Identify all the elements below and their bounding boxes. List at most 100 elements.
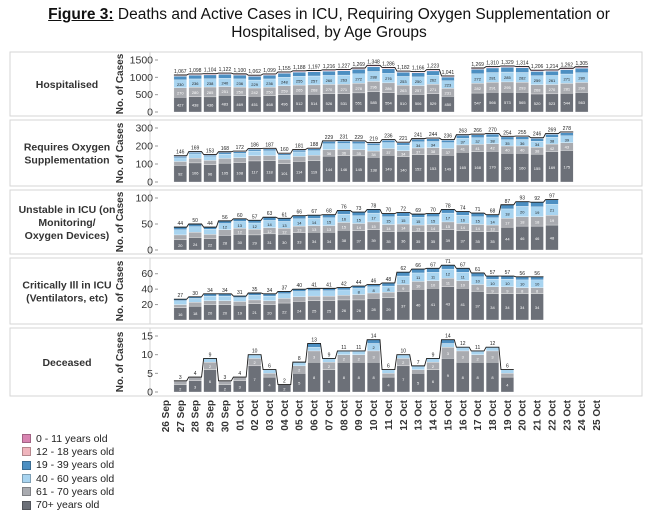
bar-segment (262, 300, 277, 305)
bar-segment (203, 300, 217, 305)
bar-segment (352, 143, 366, 150)
total-label: 68 (490, 209, 496, 215)
bar-segment (173, 380, 187, 385)
legend-item: 70+ years old (22, 498, 114, 511)
bar-segment (173, 157, 187, 162)
segment-label: 31 (267, 240, 272, 245)
total-label: 60 (237, 213, 243, 219)
y-tick-label: 1500 (130, 55, 154, 67)
bar-segment (262, 150, 277, 156)
segment-label: 35 (505, 141, 510, 146)
segment-label: 40 (520, 148, 525, 153)
bar-segment (471, 134, 485, 138)
y-tick-label: 1000 (130, 72, 154, 84)
total-label: 1,329 (501, 60, 514, 66)
total-label: 46 (371, 279, 377, 285)
bar-segment (248, 354, 262, 359)
segment-label: 250 (236, 89, 243, 94)
segment-label: 119 (311, 169, 318, 174)
bar-segment (337, 350, 351, 355)
panel-label-line: Supplementation (24, 155, 109, 167)
panel-label: Hospitalised (36, 79, 98, 91)
chart-panel: Requires Oxygen Supplementation No. of Cas… (9, 119, 643, 189)
segment-label: 34 (327, 239, 332, 244)
segment-label: 566 (489, 100, 496, 105)
total-label: 146 (176, 150, 185, 156)
bar-segment (411, 268, 425, 274)
bar-segment (426, 138, 440, 142)
segment-label: 12 (282, 229, 287, 234)
segment-label: 18 (535, 219, 540, 224)
segment-label: 7 (402, 377, 405, 382)
bar-segment (188, 302, 202, 307)
segment-label: 14 (386, 226, 391, 231)
segment-label: 296 (370, 85, 377, 90)
bar-segment (485, 214, 500, 218)
total-label: 12 (490, 341, 496, 347)
segment-label: 257 (311, 78, 318, 83)
segment-label: 14 (267, 222, 272, 227)
segment-label: 278 (355, 86, 362, 91)
x-tick-label: 27 Sep (176, 400, 187, 432)
segment-label: 38 (535, 149, 540, 154)
total-label: 254 (503, 130, 512, 136)
bar-segment (337, 295, 351, 301)
bar-segment (307, 347, 321, 352)
segment-label: 271 (563, 77, 570, 82)
bar-segment (367, 209, 381, 214)
total-label: 1,188 (293, 65, 306, 71)
segment-label: 138 (370, 168, 377, 173)
bar-segment (530, 202, 544, 207)
total-label: 87 (505, 199, 511, 205)
x-tick-label: 16 Oct (458, 399, 469, 430)
segment-label: 14 (312, 220, 317, 225)
bar-segment (188, 226, 202, 233)
segment-label: 18 (193, 311, 198, 316)
total-label: 1,206 (531, 64, 544, 70)
total-label: 6 (506, 364, 509, 370)
segment-label: 2 (402, 360, 405, 365)
total-label: 1,216 (323, 64, 336, 70)
total-label: 69 (415, 208, 421, 214)
segment-label: 260 (326, 78, 333, 83)
segment-label: 231 (445, 90, 452, 95)
bar-segment (322, 214, 336, 218)
x-tick-label: 29 Sep (206, 400, 217, 432)
segment-label: 16 (461, 217, 466, 222)
bar-segment (248, 155, 262, 162)
bar-segment (173, 304, 187, 308)
total-label: 57 (505, 270, 511, 276)
segment-label: 2 (224, 386, 227, 391)
total-label: 66 (296, 210, 302, 216)
legend-label: 70+ years old (36, 499, 100, 512)
legend-label: 12 - 18 years old (36, 445, 115, 458)
segment-label: 34 (535, 142, 540, 147)
segment-label: 259 (534, 78, 541, 83)
bar-segment (262, 373, 277, 378)
bar-segment (352, 69, 366, 74)
bar-segment (337, 210, 351, 215)
bar-segment (218, 74, 232, 79)
segment-label: 3 (372, 355, 375, 360)
segment-label: 22 (208, 242, 213, 247)
segment-label: 230 (177, 82, 184, 87)
total-label: 11 (475, 345, 480, 351)
segment-label: 14 (461, 225, 466, 230)
segment-label: 5 (417, 381, 420, 386)
segment-label: 288 (370, 74, 377, 79)
total-label: 48 (386, 277, 392, 283)
segment-label: 9 (447, 373, 450, 378)
y-tick-label: 300 (135, 123, 153, 135)
total-label: 67 (430, 262, 436, 268)
segment-label: 25 (312, 308, 317, 313)
segment-label: 13 (297, 227, 302, 232)
segment-label: 257 (415, 88, 422, 93)
bar-segment (277, 298, 291, 304)
segment-label: 41 (461, 147, 466, 152)
segment-label: 8 (358, 375, 361, 380)
x-tick-label: 04 Oct (280, 399, 291, 430)
segment-label: 140 (400, 167, 407, 172)
total-label: 236 (384, 134, 393, 140)
segment-label: 37 (461, 140, 466, 145)
